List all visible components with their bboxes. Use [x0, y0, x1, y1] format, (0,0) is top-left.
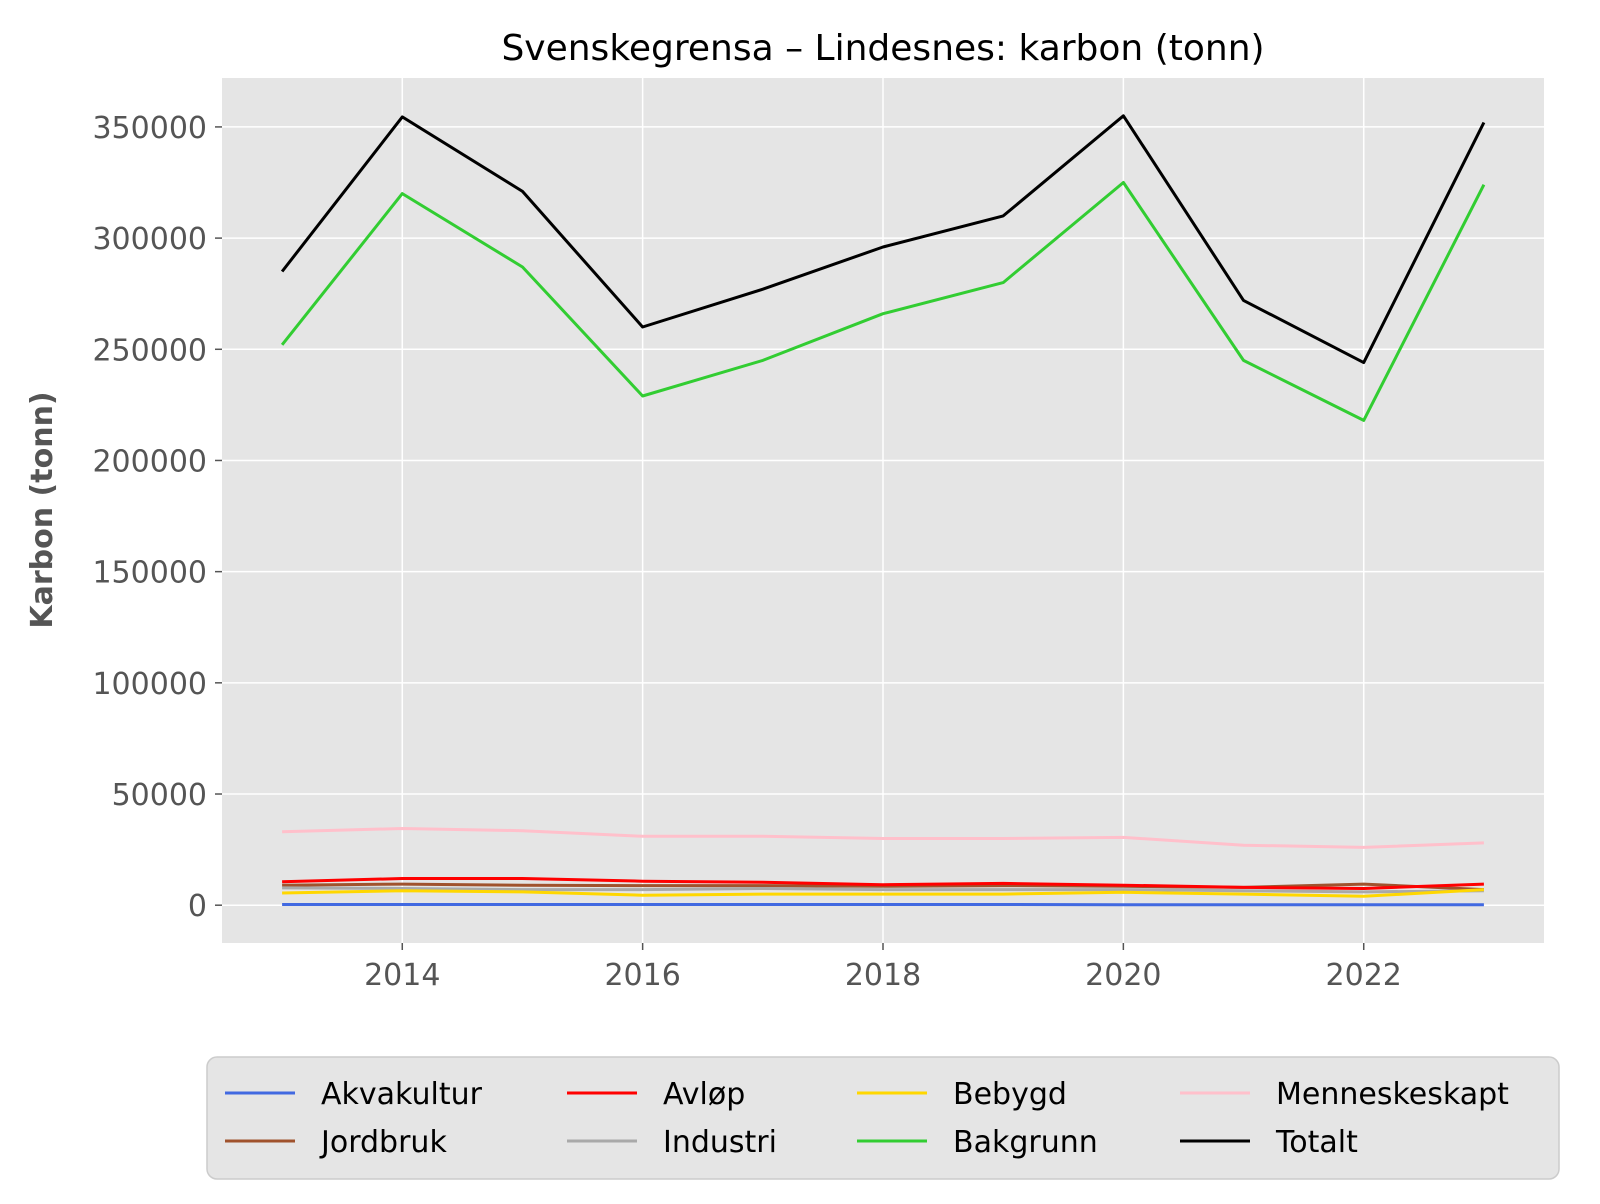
- y-tick-label: 200000: [92, 444, 207, 479]
- y-tick-label: 150000: [92, 556, 207, 591]
- y-tick-label: 100000: [92, 667, 207, 702]
- y-axis-label: Karbon (tonn): [25, 391, 60, 628]
- x-axis-ticks: 2014 2016 2018 2020 2022: [364, 943, 1402, 993]
- x-tick-label: 2014: [364, 958, 440, 993]
- y-tick-label: 250000: [92, 333, 207, 368]
- x-tick-label: 2018: [845, 958, 921, 993]
- legend-label-menneskeskapt: Menneskeskapt: [1276, 1077, 1509, 1112]
- legend-box: [207, 1057, 1559, 1179]
- y-tick-label: 300000: [92, 222, 207, 257]
- legend-label-jordbruk: Jordbruk: [319, 1125, 447, 1160]
- chart-title: Svenskegrensa – Lindesnes: karbon (tonn): [501, 28, 1264, 69]
- y-tick-label: 0: [188, 889, 207, 924]
- x-tick-label: 2022: [1326, 958, 1402, 993]
- x-tick-label: 2020: [1085, 958, 1161, 993]
- y-tick-label: 50000: [112, 778, 207, 813]
- y-axis-ticks: 0 50000 100000 150000 200000 250000 300000 3500…: [92, 111, 222, 924]
- legend-label-bebygd: Bebygd: [953, 1077, 1067, 1112]
- legend-label-akvakultur: Akvakultur: [321, 1077, 483, 1112]
- legend: Akvakultur Jordbruk Avløp Industri Bebygd Bak…: [207, 1057, 1559, 1179]
- legend-label-totalt: Totalt: [1275, 1125, 1358, 1160]
- y-tick-label: 350000: [92, 111, 207, 146]
- legend-label-bakgrunn: Bakgrunn: [953, 1125, 1098, 1160]
- legend-label-industri: Industri: [663, 1125, 777, 1160]
- x-tick-label: 2016: [604, 958, 680, 993]
- legend-label-avl-p: Avløp: [663, 1077, 745, 1112]
